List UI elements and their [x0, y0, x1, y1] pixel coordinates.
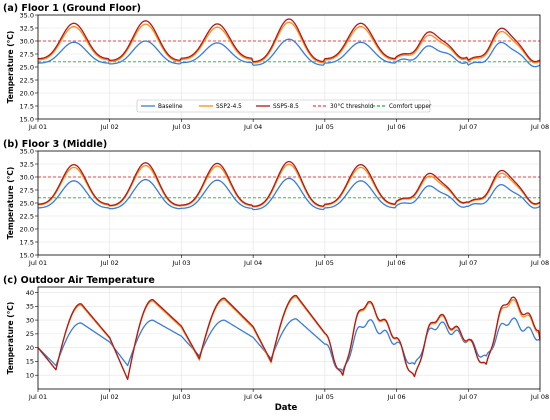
y-tick-label: 27.5: [20, 186, 34, 194]
y-tick-label: 32.5: [20, 160, 34, 168]
x-tick-label: Jul 04: [243, 393, 262, 401]
panel-outdoor: (c) Outdoor Air Temperature 10 15 20 25 30 35 4…: [3, 275, 549, 401]
panel-floor-1: (a) Floor 1 (Ground Floor) 15.0 17.5 20.0 22…: [3, 3, 549, 131]
series-line: [37, 296, 541, 380]
x-tick-label: Jul 08: [530, 259, 549, 267]
legend-label: 30°C threshold: [330, 104, 374, 110]
y-tick-label: 10: [26, 372, 34, 380]
y-tick-label: 17.5: [20, 102, 34, 110]
x-tick-label: Jul 06: [386, 123, 405, 131]
y-tick-label: 35.0: [20, 11, 34, 19]
x-tick-label: Jul 03: [171, 393, 190, 401]
y-tick-label: 25.0: [20, 63, 34, 71]
y-tick-label: 25: [26, 330, 34, 338]
y-tick-label: 25.0: [20, 199, 34, 207]
x-tick-label: Jul 01: [28, 123, 47, 131]
x-tick-label: Jul 01: [28, 259, 47, 267]
y-axis-label: Temperature (°C): [6, 31, 15, 104]
y-tick-label: 17.5: [20, 238, 34, 246]
x-tick-label: Jul 01: [28, 393, 47, 401]
y-tick-label: 20: [26, 344, 34, 352]
x-tick-label: Jul 04: [243, 123, 262, 131]
x-tick-label: Jul 05: [315, 123, 334, 131]
x-tick-label: Jul 08: [530, 123, 549, 131]
y-tick-label: 35: [26, 303, 34, 311]
x-tick-label: Jul 08: [530, 393, 549, 401]
series-line: [37, 18, 541, 63]
panel-title: (c) Outdoor Air Temperature: [3, 275, 155, 286]
plot-frame: [37, 14, 541, 120]
panel-floor-3: (b) Floor 3 (Middle) 15.0 17.5 20.0 22.5 25.0…: [3, 139, 549, 267]
legend-label: SSP2-4.5: [216, 104, 242, 110]
series-line: [37, 317, 541, 372]
x-tick-label: Jul 03: [171, 123, 190, 131]
x-tick-label: Jul 05: [315, 393, 334, 401]
y-tick-label: 30: [26, 316, 34, 324]
x-tick-label: Jul 07: [458, 393, 477, 401]
legend-label: Baseline: [158, 104, 183, 110]
legend-label: SSP5-8.5: [273, 104, 299, 110]
y-tick-label: 30.0: [20, 37, 34, 45]
x-tick-label: Jul 04: [243, 259, 262, 267]
plot-frame: [37, 150, 541, 256]
x-tick-label: Jul 06: [386, 259, 405, 267]
y-tick-label: 22.5: [20, 212, 34, 220]
series-line: [37, 38, 541, 68]
y-tick-label: 40: [26, 289, 34, 297]
series-line: [37, 177, 541, 211]
x-tick-label: Jul 02: [100, 123, 119, 131]
x-tick-label: Jul 02: [100, 393, 119, 401]
x-tick-label: Jul 07: [458, 123, 477, 131]
y-tick-label: 20.0: [20, 225, 34, 233]
panel-title: (b) Floor 3 (Middle): [3, 139, 107, 150]
y-axis-label: Temperature (°C): [6, 302, 15, 375]
series-line: [37, 21, 541, 64]
series-line: [37, 294, 541, 380]
plot-frame: [37, 286, 541, 390]
y-tick-label: 15.0: [20, 115, 34, 123]
x-axis-label: Date: [275, 403, 298, 413]
y-tick-label: 30.0: [20, 173, 34, 181]
y-tick-label: 15: [26, 358, 34, 366]
x-tick-label: Jul 03: [171, 259, 190, 267]
y-tick-label: 22.5: [20, 76, 34, 84]
x-tick-label: Jul 06: [386, 393, 405, 401]
y-tick-label: 15.0: [20, 251, 34, 259]
y-tick-label: 27.5: [20, 50, 34, 58]
x-tick-label: Jul 07: [458, 259, 477, 267]
y-tick-label: 35.0: [20, 147, 34, 155]
y-axis-label: Temperature (°C): [6, 167, 15, 240]
legend-label: Comfort upper: [389, 104, 432, 110]
legend: Baseline SSP2-4.5 SSP5-8.5 30°C threshold Co…: [136, 99, 432, 113]
legend-box: [136, 99, 431, 113]
series-line: [37, 160, 541, 207]
y-tick-label: 32.5: [20, 24, 34, 32]
x-tick-label: Jul 05: [315, 259, 334, 267]
series-line: [37, 163, 541, 208]
y-tick-label: 20.0: [20, 89, 34, 97]
panel-title: (a) Floor 1 (Ground Floor): [3, 3, 141, 14]
x-tick-label: Jul 02: [100, 259, 119, 267]
